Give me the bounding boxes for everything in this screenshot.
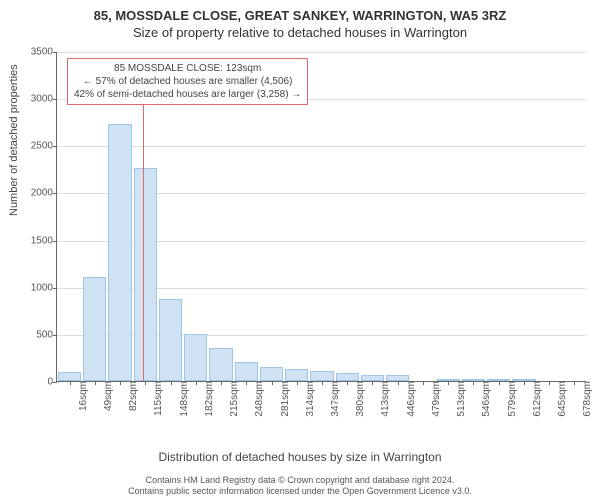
- x-tick-mark: [297, 381, 298, 385]
- x-tick-label: 413sqm: [376, 381, 391, 417]
- x-tick-mark: [221, 381, 222, 385]
- x-tick-label: 148sqm: [175, 381, 190, 417]
- footer-attribution: Contains HM Land Registry data © Crown c…: [0, 475, 600, 498]
- x-tick-mark: [549, 381, 550, 385]
- x-tick-mark: [398, 381, 399, 385]
- x-tick-mark: [322, 381, 323, 385]
- x-tick-label: 115sqm: [149, 381, 164, 416]
- x-tick-label: 314sqm: [301, 381, 316, 417]
- y-tick-label: 3000: [17, 94, 57, 105]
- histogram-bar: [58, 372, 81, 381]
- x-tick-label: 380sqm: [351, 381, 366, 417]
- property-marker-line: [143, 97, 144, 381]
- x-tick-label: 182sqm: [200, 381, 215, 417]
- x-tick-mark: [499, 381, 500, 385]
- histogram-chart: 85 MOSSDALE CLOSE: 123sqm ← 57% of detac…: [56, 52, 586, 382]
- grid-line: [57, 52, 586, 53]
- x-tick-mark: [423, 381, 424, 385]
- x-tick-label: 678sqm: [578, 381, 593, 417]
- x-tick-mark: [145, 381, 146, 385]
- property-callout: 85 MOSSDALE CLOSE: 123sqm ← 57% of detac…: [67, 58, 308, 105]
- x-tick-mark: [448, 381, 449, 385]
- x-tick-label: 49sqm: [99, 381, 114, 411]
- x-tick-label: 579sqm: [503, 381, 518, 417]
- histogram-bar: [260, 367, 283, 381]
- x-tick-label: 479sqm: [427, 381, 442, 417]
- histogram-bar: [108, 124, 131, 381]
- histogram-bar: [235, 362, 258, 381]
- x-tick-label: 612sqm: [528, 381, 543, 417]
- histogram-bar: [209, 348, 232, 381]
- histogram-bar: [336, 373, 359, 381]
- x-tick-mark: [272, 381, 273, 385]
- y-tick-label: 500: [17, 329, 57, 340]
- y-tick-label: 2500: [17, 141, 57, 152]
- x-tick-mark: [524, 381, 525, 385]
- x-tick-label: 248sqm: [250, 381, 265, 417]
- histogram-bar: [285, 369, 308, 381]
- x-tick-mark: [473, 381, 474, 385]
- x-tick-label: 347sqm: [326, 381, 341, 417]
- x-tick-label: 16sqm: [74, 381, 89, 411]
- callout-line3: 42% of semi-detached houses are larger (…: [74, 88, 301, 101]
- histogram-bar: [134, 168, 157, 381]
- callout-line1: 85 MOSSDALE CLOSE: 123sqm: [74, 62, 301, 75]
- x-tick-mark: [246, 381, 247, 385]
- x-tick-mark: [347, 381, 348, 385]
- x-tick-mark: [70, 381, 71, 385]
- histogram-bar: [184, 334, 207, 381]
- x-tick-mark: [574, 381, 575, 385]
- footer-line2: Contains public sector information licen…: [0, 486, 600, 498]
- callout-line2: ← 57% of detached houses are smaller (4,…: [74, 75, 301, 88]
- x-tick-mark: [120, 381, 121, 385]
- y-tick-label: 1500: [17, 235, 57, 246]
- x-tick-label: 281sqm: [276, 381, 291, 417]
- address-title: 85, MOSSDALE CLOSE, GREAT SANKEY, WARRIN…: [0, 0, 600, 23]
- x-tick-mark: [372, 381, 373, 385]
- x-tick-label: 446sqm: [402, 381, 417, 417]
- x-tick-label: 82sqm: [124, 381, 139, 411]
- y-tick-label: 3500: [17, 47, 57, 58]
- y-tick-label: 2000: [17, 188, 57, 199]
- x-tick-mark: [95, 381, 96, 385]
- y-tick-label: 1000: [17, 282, 57, 293]
- x-tick-label: 645sqm: [553, 381, 568, 417]
- x-tick-label: 215sqm: [225, 381, 240, 417]
- x-tick-mark: [171, 381, 172, 385]
- x-tick-label: 546sqm: [477, 381, 492, 417]
- x-axis-label: Distribution of detached houses by size …: [0, 450, 600, 464]
- footer-line1: Contains HM Land Registry data © Crown c…: [0, 475, 600, 487]
- histogram-bar: [310, 371, 333, 381]
- x-tick-label: 513sqm: [452, 381, 467, 417]
- histogram-bar: [159, 299, 182, 381]
- x-tick-mark: [196, 381, 197, 385]
- y-tick-label: 0: [17, 377, 57, 388]
- subtitle: Size of property relative to detached ho…: [0, 23, 600, 40]
- grid-line: [57, 146, 586, 147]
- histogram-bar: [83, 277, 106, 381]
